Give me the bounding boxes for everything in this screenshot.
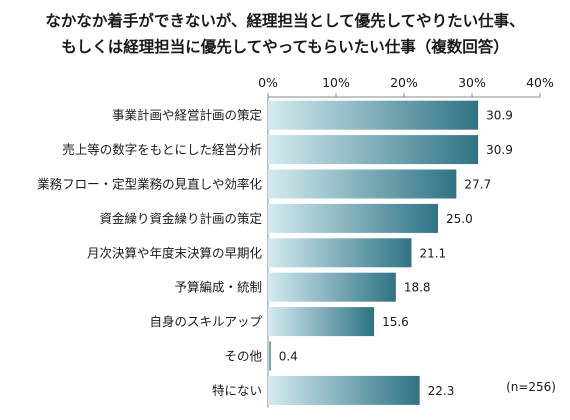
data-label: 30.9 (486, 109, 513, 123)
category-label: 特にない (212, 383, 262, 398)
x-tick-label: 30% (458, 75, 486, 90)
bar (268, 307, 375, 337)
bar (268, 203, 438, 233)
data-label: 22.3 (428, 384, 455, 398)
bar (268, 135, 479, 165)
x-tick-label: 10% (322, 75, 350, 90)
bar (268, 238, 412, 268)
chart-title-line-2: もしくは経理担当に優先してやってもらいたい仕事（複数回答） (61, 38, 509, 56)
data-label: 25.0 (446, 212, 473, 226)
data-label: 15.6 (382, 315, 409, 329)
category-label: 業務フロー・定型業務の見直しや効率化 (37, 177, 262, 192)
category-label: 自身のスキルアップ (149, 314, 262, 329)
x-tick-label: 0% (258, 75, 278, 90)
category-label: 事業計画や経営計画の策定 (112, 108, 262, 123)
sample-size-note: (n=256) (506, 380, 556, 394)
data-label: 18.8 (404, 281, 431, 295)
data-label: 21.1 (419, 246, 446, 260)
category-label: 月次決算や年度末決算の早期化 (87, 245, 263, 260)
bar (268, 169, 457, 199)
bar (268, 375, 420, 405)
category-label: 資金繰り資金繰り計画の策定 (99, 211, 262, 226)
category-label: 売上等の数字をもとにした経営分析 (62, 142, 262, 157)
category-label: その他 (224, 349, 262, 364)
bar (268, 272, 396, 302)
data-label: 0.4 (279, 350, 298, 364)
data-label: 30.9 (486, 143, 513, 157)
x-tick-label: 40% (526, 75, 554, 90)
bar (268, 341, 271, 371)
category-label: 予算編成・統制 (174, 280, 262, 295)
x-tick-label: 20% (390, 75, 418, 90)
chart-title-line-1: なかなか着手ができないが、経理担当として優先してやりたい仕事、 (45, 12, 525, 30)
bar (268, 100, 479, 130)
data-label: 27.7 (464, 178, 491, 192)
